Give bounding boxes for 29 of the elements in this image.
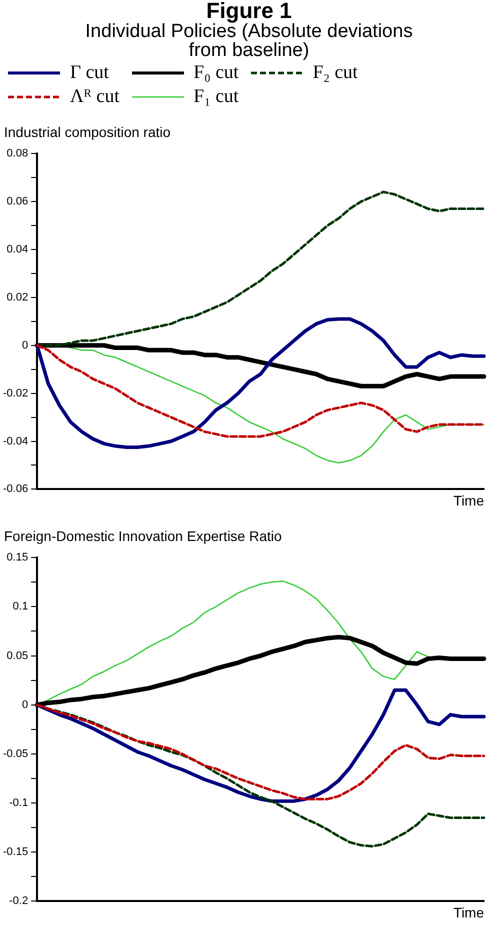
line-series [36, 344, 486, 438]
y-tick-label: -0.04 [2, 435, 28, 448]
x-axis-title: Time [453, 492, 484, 508]
line-series [36, 704, 486, 800]
y-tick-label: 0.1 [12, 600, 28, 613]
x-axis-title: Time [453, 904, 484, 920]
y-tick-label: 0.08 [6, 148, 28, 160]
chart-title: Figure 1 [205, 0, 293, 23]
legend-label: Γ cut [70, 62, 109, 84]
y-axis-title: Industrial composition ratio [3, 123, 172, 142]
y-tick-label: 0.15 [6, 552, 28, 564]
y-tick-label: -0.02 [2, 387, 28, 400]
y-tick-label: -0.06 [2, 483, 28, 496]
legend-label: F₀ cut [194, 62, 239, 84]
y-axis-title: Foreign-Domestic Innovation Expertise Ratio [3, 527, 283, 546]
y-tick-label: -0.2 [9, 895, 28, 908]
line-series [36, 190, 486, 347]
legend-label: F₂ cut [312, 62, 358, 84]
y-tick-label: 0.06 [6, 196, 28, 208]
y-tick-label: 0.02 [6, 291, 28, 304]
y-tick-label: -0.1 [9, 797, 28, 810]
legend-label: F₁ cut [194, 86, 239, 108]
y-tick-label: 0 [22, 339, 28, 352]
y-tick-label: -0.05 [2, 748, 28, 760]
y-tick-label: 0.05 [6, 650, 28, 662]
legend-label: Λᴿ cut [70, 86, 120, 108]
y-tick-label: 0 [22, 698, 28, 711]
y-tick-label: -0.15 [2, 846, 28, 858]
y-tick-label: 0.04 [6, 244, 28, 256]
